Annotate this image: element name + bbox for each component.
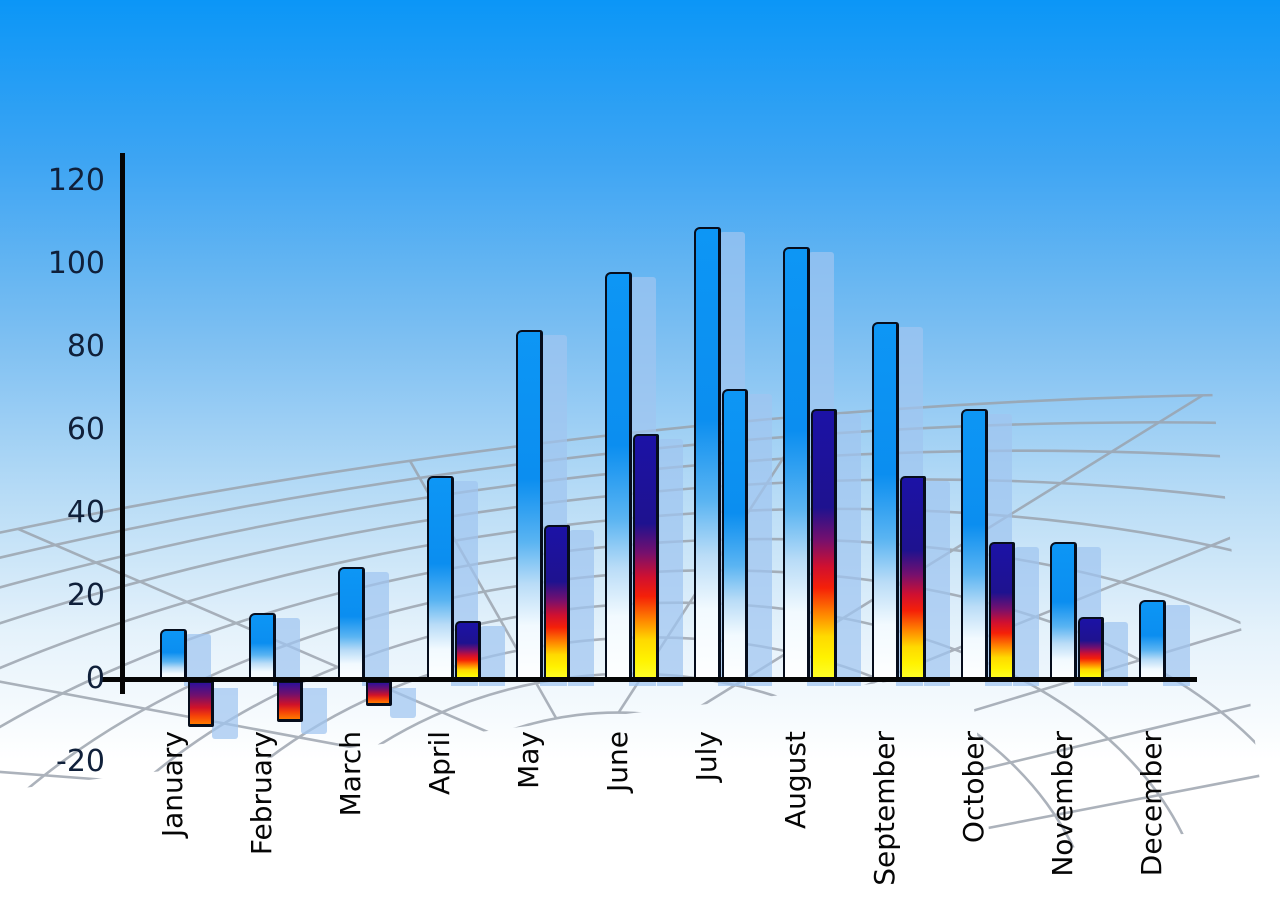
bar-april-series2 — [455, 620, 481, 682]
bar-january-series1 — [160, 629, 187, 682]
bar-february-series2 — [277, 681, 303, 723]
bar-march-series2 — [366, 681, 392, 706]
bar-october-series1 — [961, 409, 988, 682]
x-axis-label-april: April — [423, 731, 456, 795]
bar-shadow-march-series2 — [390, 688, 416, 718]
x-axis-label-july: July — [690, 731, 723, 782]
y-tick-label-100: 100 — [47, 246, 105, 281]
bar-november-series1 — [1050, 542, 1077, 682]
bar-june-series1 — [605, 272, 632, 682]
bar-february-series1 — [249, 612, 276, 682]
y-tick-label--20: -20 — [56, 744, 105, 779]
bar-shadow-october-series2 — [1013, 547, 1039, 686]
bar-shadow-january-series2 — [212, 688, 238, 739]
y-axis-line — [120, 153, 125, 694]
bar-shadow-august-series2 — [835, 414, 861, 686]
bar-september-series2 — [900, 475, 926, 682]
bar-december-series1 — [1139, 600, 1166, 682]
y-tick-label-120: 120 — [47, 163, 105, 198]
bar-may-series1 — [516, 330, 543, 682]
bar-october-series2 — [989, 542, 1015, 682]
x-axis-label-november: November — [1046, 731, 1079, 877]
x-axis-label-september: September — [868, 731, 901, 886]
x-axis-label-february: February — [245, 731, 278, 856]
bar-shadow-june-series2 — [657, 439, 683, 686]
x-axis-label-august: August — [779, 731, 812, 829]
bar-june-series2 — [633, 434, 659, 682]
bar-shadow-september-series2 — [924, 480, 950, 686]
x-axis-label-december: December — [1135, 731, 1168, 877]
bar-shadow-may-series2 — [568, 530, 594, 686]
bar-shadow-february-series2 — [301, 688, 327, 735]
bar-august-series1 — [783, 247, 810, 682]
bar-august-series2 — [811, 409, 837, 682]
y-tick-label-60: 60 — [66, 412, 105, 447]
bar-shadow-march-series1 — [362, 571, 389, 686]
bar-july-series2 — [722, 388, 748, 682]
bar-shadow-november-series2 — [1102, 621, 1128, 686]
y-tick-label-80: 80 — [66, 329, 105, 364]
bar-may-series2 — [544, 525, 570, 682]
bar-september-series1 — [872, 322, 899, 682]
bar-shadow-july-series2 — [746, 393, 772, 686]
x-axis-label-january: January — [156, 731, 189, 838]
y-tick-label-40: 40 — [66, 495, 105, 530]
x-axis-label-may: May — [512, 731, 545, 789]
x-axis-label-march: March — [334, 731, 367, 817]
x-axis-line — [100, 677, 1197, 682]
bar-july-series1 — [694, 226, 721, 682]
bar-january-series2 — [188, 681, 214, 727]
x-axis-label-october: October — [957, 731, 990, 844]
y-tick-label-20: 20 — [66, 578, 105, 613]
y-tick-label-0: 0 — [85, 661, 105, 696]
x-axis-label-june: June — [601, 731, 634, 792]
bar-april-series1 — [427, 475, 454, 682]
bar-november-series2 — [1078, 616, 1104, 682]
bar-shadow-february-series1 — [273, 617, 300, 686]
bar-shadow-april-series2 — [479, 625, 505, 686]
bar-march-series1 — [338, 566, 365, 682]
bar-shadow-december-series1 — [1163, 605, 1190, 686]
